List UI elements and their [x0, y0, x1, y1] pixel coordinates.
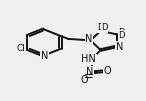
Text: N: N: [41, 51, 48, 61]
Text: =: =: [84, 70, 94, 83]
Text: D: D: [101, 23, 107, 32]
Text: N: N: [86, 67, 94, 77]
Text: D: D: [118, 31, 125, 40]
Text: N: N: [85, 34, 93, 44]
Text: D: D: [118, 28, 125, 37]
Text: O: O: [104, 66, 111, 76]
Text: O: O: [80, 75, 88, 85]
Text: N: N: [116, 42, 123, 52]
Text: Cl: Cl: [16, 44, 25, 53]
Text: D: D: [97, 23, 103, 32]
Text: HN: HN: [81, 54, 96, 64]
